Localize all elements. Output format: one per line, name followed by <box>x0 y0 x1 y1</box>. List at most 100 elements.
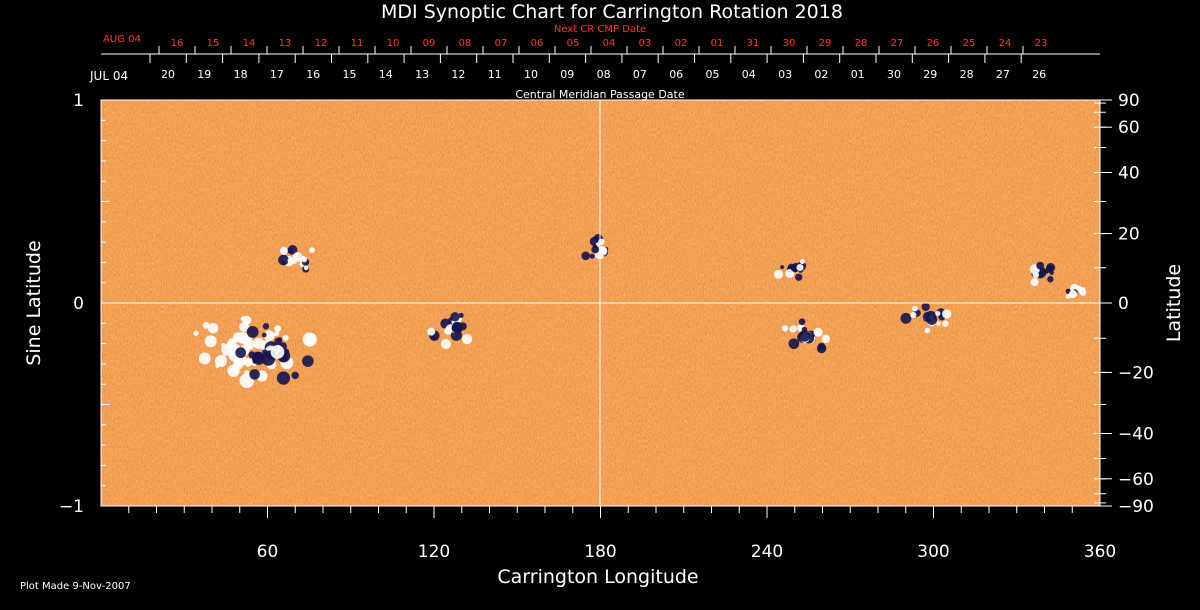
y-left-tick-label: 0 <box>73 294 84 314</box>
negative-flux-spot <box>262 323 270 330</box>
positive-flux-spot <box>207 322 219 334</box>
positive-flux-spot <box>236 332 248 344</box>
positive-flux-spot <box>773 269 784 279</box>
cmp-date-label: 29 <box>923 68 937 81</box>
positive-flux-spot <box>813 327 823 337</box>
y-right-tick-label: 90 <box>1118 91 1140 111</box>
positive-flux-spot <box>193 330 199 336</box>
positive-flux-spot <box>215 363 220 369</box>
cmp-date-label: 15 <box>343 68 357 81</box>
negative-flux-spot <box>261 332 267 338</box>
negative-flux-spot <box>1047 276 1054 283</box>
next-cr-date-label: 30 <box>783 38 796 49</box>
y-axis-right-label: Latitude <box>1163 264 1185 342</box>
positive-flux-spot <box>292 259 297 264</box>
cmp-date-label: 20 <box>161 68 175 81</box>
next-cr-date-label: 11 <box>351 38 364 49</box>
negative-flux-spot <box>246 325 259 338</box>
negative-flux-spot <box>591 245 600 254</box>
cmp-axis-ticks: 20 19 18 17 16 15 14 13 12 11 10 09 08 07 06 05 04 03 02 01… <box>149 54 1046 81</box>
positive-flux-spot <box>198 352 211 365</box>
x-tick-label: 240 <box>751 542 783 562</box>
x-tick-label: 180 <box>584 542 616 562</box>
x-axis: 60 120 180 240 300 360 <box>128 506 1116 562</box>
cmp-axis-label: Central Meridian Passage Date <box>515 88 684 101</box>
next-cr-date-label: 27 <box>891 38 904 49</box>
next-cr-date-label: 03 <box>639 38 652 49</box>
negative-flux-spot <box>249 369 260 380</box>
positive-flux-spot <box>233 359 244 370</box>
positive-flux-spot <box>440 339 451 350</box>
negative-flux-spot <box>788 338 800 350</box>
x-tick-label: 360 <box>1084 542 1116 562</box>
negative-flux-spot <box>816 343 827 354</box>
cmp-date-label: 28 <box>960 68 974 81</box>
next-cr-date-label: 23 <box>1035 38 1048 49</box>
positive-flux-spot <box>273 330 280 337</box>
negative-flux-spot <box>921 302 930 311</box>
x-tick-label: 300 <box>917 542 949 562</box>
positive-flux-spot <box>444 327 451 335</box>
positive-flux-spot <box>924 327 931 334</box>
cmp-date-label: 05 <box>706 68 720 81</box>
x-tick-label: 120 <box>418 542 450 562</box>
cmp-date-label: 27 <box>996 68 1010 81</box>
positive-flux-spot <box>263 330 275 342</box>
cmp-date-label: 17 <box>270 68 284 81</box>
positive-flux-spot <box>242 315 252 325</box>
positive-flux-spot <box>942 320 949 327</box>
y-right-tick-label: 20 <box>1118 225 1140 245</box>
negative-flux-spot <box>780 265 785 270</box>
next-cr-date-label: 12 <box>315 38 328 49</box>
active-regions <box>193 234 1087 389</box>
positive-flux-spot <box>1030 278 1039 287</box>
negative-flux-spot <box>795 273 803 281</box>
next-cr-date-label: 04 <box>603 38 616 49</box>
cmp-date-label: 10 <box>524 68 538 81</box>
positive-flux-spot <box>221 344 234 356</box>
y-left-tick-label: −1 <box>59 497 84 517</box>
chart-title: MDI Synoptic Chart for Carrington Rotati… <box>381 1 843 23</box>
cmp-date-label: 18 <box>234 68 248 81</box>
positive-flux-spot <box>302 332 317 347</box>
positive-flux-spot <box>301 256 308 263</box>
negative-flux-spot <box>274 337 283 346</box>
positive-flux-spot <box>936 321 941 326</box>
positive-flux-spot <box>252 337 265 350</box>
plot-made-footer: Plot Made 9-Nov-2007 <box>20 581 131 592</box>
negative-flux-spot <box>581 251 590 261</box>
negative-flux-spot <box>450 312 460 322</box>
positive-flux-spot <box>799 258 805 265</box>
negative-flux-spot <box>276 371 291 385</box>
cmp-date-label: 02 <box>814 68 828 81</box>
next-cr-axis-ticks: 16 15 14 13 12 11 10 09 08 07 06 05 04 03 02 01 31 30 29 28… <box>158 38 1048 54</box>
negative-flux-spot <box>235 347 247 359</box>
positive-flux-spot <box>781 325 789 332</box>
positive-flux-spot <box>279 246 288 255</box>
next-cr-date-label: 25 <box>963 38 976 49</box>
cmp-date-label: 12 <box>451 68 465 81</box>
positive-flux-spot <box>935 311 941 317</box>
negative-flux-spot <box>458 312 464 318</box>
negative-flux-spot <box>252 351 266 365</box>
positive-flux-spot <box>270 345 285 359</box>
positive-flux-spot <box>282 334 289 341</box>
next-cr-date-label: 08 <box>459 38 472 49</box>
next-cr-date-label: 31 <box>747 38 760 49</box>
cmp-start-label: JUL 04 <box>89 69 128 83</box>
next-cr-start-label: AUG 04 <box>103 34 141 45</box>
y-right-tick-label: −60 <box>1118 470 1154 490</box>
positive-flux-spot <box>220 354 226 360</box>
next-cr-date-label: 26 <box>927 38 940 49</box>
y-right-tick-label: −20 <box>1118 363 1154 383</box>
cmp-date-label: 30 <box>887 68 901 81</box>
cmp-date-label: 14 <box>379 68 393 81</box>
next-cr-date-label: 06 <box>531 38 544 49</box>
next-cr-date-label: 02 <box>675 38 688 49</box>
positive-flux-spot <box>303 265 309 271</box>
negative-flux-spot <box>926 314 938 325</box>
cmp-date-label: 13 <box>415 68 429 81</box>
y-axis-left-label: Sine Latitude <box>23 240 45 365</box>
y-axis-right: 90 60 40 20 0 −20 −40 −60 −90 <box>1094 91 1154 517</box>
